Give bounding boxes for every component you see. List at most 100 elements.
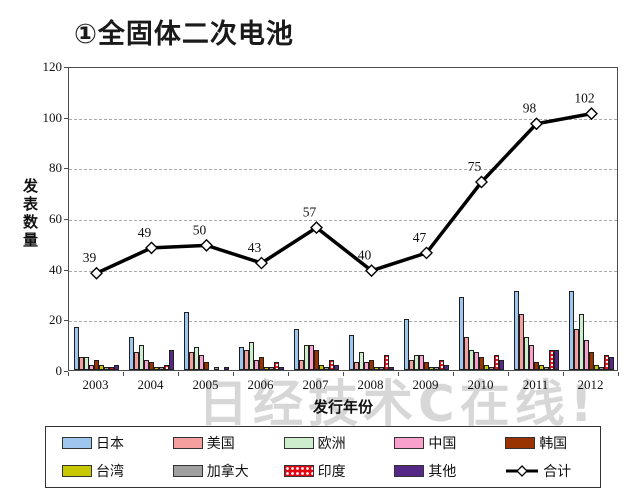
watermark-text: 日经技术C在线! bbox=[198, 375, 598, 433]
grid-line bbox=[69, 118, 617, 120]
x-tick-label: 2006 bbox=[247, 377, 274, 392]
y-tick-label: 20 bbox=[49, 312, 62, 328]
bar-美国-2010 bbox=[464, 337, 469, 370]
x-tick-mark bbox=[398, 372, 399, 376]
x-tick-mark bbox=[123, 372, 124, 376]
bar-日本-2009 bbox=[404, 319, 409, 370]
bar-加拿大-2008 bbox=[379, 367, 384, 370]
bar-其他-2011 bbox=[554, 350, 559, 370]
x-tick-label: 2005 bbox=[192, 377, 219, 392]
bar-印度-2011 bbox=[549, 350, 554, 370]
bar-中国-2010 bbox=[474, 352, 479, 370]
bar-日本-2007 bbox=[294, 329, 299, 370]
y-tick-mark bbox=[64, 117, 68, 119]
bar-美国-2012 bbox=[574, 329, 579, 370]
bar-中国-2011 bbox=[529, 345, 534, 370]
y-tick-label: 60 bbox=[49, 211, 62, 226]
legend-label: 印度 bbox=[317, 464, 346, 480]
bar-韩国-2010 bbox=[479, 357, 484, 370]
bar-加拿大-2007 bbox=[324, 367, 329, 370]
bar-欧洲-2005 bbox=[194, 347, 199, 370]
bar-其他-2006 bbox=[279, 367, 284, 370]
bar-中国-2007 bbox=[309, 345, 314, 370]
legend-label: 日本 bbox=[96, 436, 124, 452]
x-tick-label: 2003 bbox=[82, 377, 109, 392]
bar-台湾-2007 bbox=[319, 365, 324, 370]
bar-加拿大-2009 bbox=[434, 367, 439, 370]
bar-其他-2003 bbox=[114, 365, 119, 370]
bar-中国-2003 bbox=[89, 365, 94, 370]
bar-日本-2005 bbox=[184, 312, 189, 370]
bar-台湾-2012 bbox=[594, 365, 599, 370]
legend-item-美国: 美国 bbox=[157, 433, 268, 453]
legend-item-欧洲: 欧洲 bbox=[268, 433, 379, 453]
total-data-label: 98 bbox=[523, 101, 537, 116]
bar-印度-2003 bbox=[109, 367, 114, 370]
chart-title: ①全固体二次电池 bbox=[74, 19, 294, 50]
grid-line bbox=[69, 270, 617, 272]
legend-label: 加拿大 bbox=[206, 464, 249, 480]
bar-其他-2008 bbox=[389, 367, 394, 370]
legend-item-其他: 其他 bbox=[378, 461, 489, 481]
x-tick-label: 2008 bbox=[357, 377, 384, 392]
data-point-marker bbox=[365, 264, 378, 278]
plot-area: 39 49 50 43 57 40 47 75 98 102 bbox=[68, 67, 618, 371]
data-point-marker bbox=[585, 107, 598, 121]
bar-韩国-2009 bbox=[424, 362, 429, 370]
total-data-label: 50 bbox=[193, 222, 207, 237]
y-tick-mark bbox=[64, 67, 68, 68]
bar-其他-2007 bbox=[334, 365, 339, 370]
x-tick-label: 2004 bbox=[137, 377, 164, 392]
bar-美国-2008 bbox=[354, 362, 359, 370]
x-tick-mark bbox=[178, 372, 179, 376]
y-tick-label: 40 bbox=[49, 261, 62, 277]
bar-日本-2010 bbox=[459, 297, 464, 370]
bar-加拿大-2010 bbox=[489, 367, 494, 370]
bar-加拿大-2005 bbox=[214, 367, 219, 370]
y-tick-label: 120 bbox=[42, 59, 63, 74]
bar-日本-2008 bbox=[349, 335, 354, 370]
bar-台湾-2008 bbox=[374, 367, 379, 370]
total-data-label: 49 bbox=[138, 225, 152, 240]
data-point-marker bbox=[420, 246, 433, 260]
x-tick-mark bbox=[508, 372, 509, 376]
bar-欧洲-2003 bbox=[84, 357, 89, 370]
bar-中国-2009 bbox=[419, 355, 424, 370]
bar-中国-2004 bbox=[144, 360, 149, 370]
bar-日本-2003 bbox=[74, 327, 79, 370]
total-data-label: 43 bbox=[248, 240, 262, 255]
bar-group-2008 bbox=[344, 68, 399, 370]
data-point-marker bbox=[200, 238, 213, 252]
data-point-marker bbox=[255, 256, 268, 270]
y-tick-mark bbox=[64, 219, 68, 220]
bar-group-2005 bbox=[179, 68, 234, 370]
legend-swatch bbox=[505, 437, 536, 449]
bar-印度-2006 bbox=[274, 362, 279, 370]
total-data-label: 75 bbox=[468, 159, 482, 174]
grid-line bbox=[69, 169, 617, 171]
legend-line-swatch bbox=[506, 465, 539, 477]
bar-美国-2011 bbox=[519, 314, 524, 370]
grid-line bbox=[69, 321, 617, 323]
bar-group-2009 bbox=[399, 68, 454, 370]
y-tick-mark bbox=[64, 371, 68, 372]
bar-group-2007 bbox=[289, 68, 344, 370]
total-data-label: 39 bbox=[83, 250, 97, 265]
data-point-marker bbox=[145, 241, 158, 255]
legend-item-合计: 合计 bbox=[489, 461, 600, 481]
legend-swatch bbox=[62, 465, 92, 477]
legend-label: 合计 bbox=[543, 464, 572, 480]
bar-欧洲-2004 bbox=[139, 345, 144, 370]
bar-group-2012 bbox=[564, 68, 619, 370]
x-tick-mark bbox=[288, 372, 289, 376]
bar-印度-2004 bbox=[164, 365, 169, 370]
bar-欧洲-2009 bbox=[414, 355, 419, 370]
bar-台湾-2011 bbox=[539, 365, 544, 370]
bar-中国-2008 bbox=[364, 362, 369, 370]
y-axis-title: 发表数量 bbox=[21, 178, 39, 250]
bar-中国-2012 bbox=[584, 340, 589, 370]
x-tick-mark bbox=[233, 372, 234, 376]
legend-swatch bbox=[283, 465, 314, 477]
bar-加拿大-2012 bbox=[599, 367, 604, 370]
